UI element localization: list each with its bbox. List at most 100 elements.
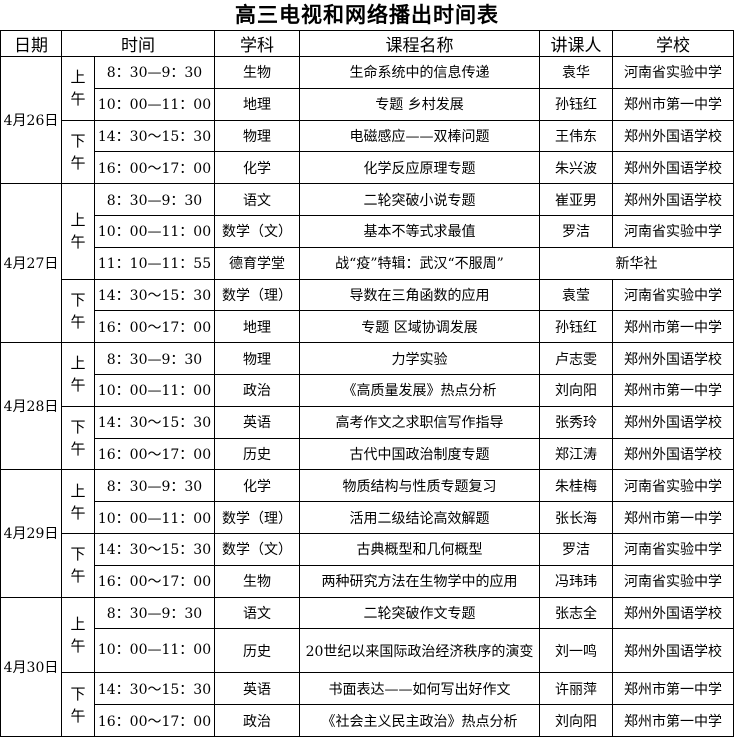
date-cell: 4月28日 xyxy=(0,342,62,471)
teacher-cell: 罗洁 xyxy=(539,214,613,248)
time-cell: 14：30～15：30 xyxy=(94,119,215,153)
course-cell: 古代中国政治制度专题 xyxy=(299,437,540,471)
course-cell: 20世纪以来国际政治经济秩序的演变 xyxy=(299,628,540,674)
period-label: 上午 xyxy=(70,354,86,395)
period-cell: 下午 xyxy=(61,405,95,471)
school-cell: 河南省实验中学 xyxy=(612,469,734,503)
teacher-cell: 郑江涛 xyxy=(539,437,613,471)
teacher-cell: 刘一鸣 xyxy=(539,628,613,674)
row: 下午 14：30～15：30 英语 书面表达——如何写出好作文 许丽萍 郑州市第一中学 xyxy=(1,672,734,737)
period-label: 上午 xyxy=(70,481,86,522)
time-cell: 14：30～15：30 xyxy=(94,672,215,706)
row: 4月30日 上午 8：30—9：30 语文 二轮突破作文专题 张志全 郑州外国语学校 xyxy=(0,596,734,737)
teacher-cell: 张长海 xyxy=(539,501,613,534)
teacher-cell: 孙钰红 xyxy=(539,310,613,344)
school-cell: 河南省实验中学 xyxy=(612,532,734,566)
course-cell: 化学反应原理专题 xyxy=(299,151,540,185)
period-label: 上午 xyxy=(70,211,86,252)
course-cell: 古典概型和几何概型 xyxy=(299,532,540,566)
subject-cell: 生物 xyxy=(214,564,300,598)
row: 10：00—11：00 地理 专题 乡村发展 孙钰红 郑州市第一中学 xyxy=(1,87,734,121)
subject-cell: 政治 xyxy=(214,704,300,737)
period-cell: 上午 xyxy=(61,469,95,534)
school-cell: 郑州外国语学校 xyxy=(612,119,734,153)
teacher-cell: 朱兴波 xyxy=(539,151,613,185)
school-cell: 郑州外国语学校 xyxy=(612,437,734,471)
row: 10：00—11：00 数学（文） 基本不等式求最值 罗洁 河南省实验中学 xyxy=(1,214,734,248)
subject-cell: 英语 xyxy=(214,405,300,439)
row: 4月28日 上午 8：30—9：30 物理 力学实验 卢志雯 郑州外国语学校 xyxy=(0,342,734,471)
row: 下午 14：30～15：30 数学（理） 导数在三角函数的应用 袁莹 河南省实验中学 xyxy=(1,278,734,344)
time-cell: 10：00—11：00 xyxy=(94,628,215,674)
teacher-cell: 张秀玲 xyxy=(539,405,613,439)
period-label: 上午 xyxy=(70,614,86,655)
header-cell: 讲课人 xyxy=(539,30,613,57)
schedule-table: 日期 时间 学科 课程名称 讲课人 学校 4月26日 上午 8：30—9：30 生物生… xyxy=(0,30,734,737)
course-cell: 基本不等式求最值 xyxy=(299,214,540,248)
period-label: 上午 xyxy=(70,68,86,109)
table-body: 4月26日 上午 8：30—9：30 生物 生命系统中的信息传递 袁华 河南省实验中学 10：… xyxy=(0,55,734,737)
period-cell: 上午 xyxy=(61,596,95,674)
course-cell: 物质结构与性质专题复习 xyxy=(299,469,540,503)
period-label: 下午 xyxy=(70,131,86,172)
teacher-cell: 冯玮玮 xyxy=(539,564,613,598)
subject-cell: 数学（理） xyxy=(214,278,300,312)
course-cell: 活用二级结论高效解题 xyxy=(299,501,540,534)
course-cell: 书面表达——如何写出好作文 xyxy=(299,672,540,706)
teacher-cell: 张志全 xyxy=(539,596,613,630)
course-cell: 二轮突破作文专题 xyxy=(299,596,540,630)
row: 10：00—11：00 数学（理） 活用二级结论高效解题 张长海 郑州市第一中学 xyxy=(1,501,734,534)
school-cell: 郑州外国语学校 xyxy=(612,342,734,375)
time-cell: 16：00～17：00 xyxy=(94,704,215,737)
date-cell: 4月26日 xyxy=(0,55,62,185)
time-cell: 8：30—9：30 xyxy=(94,596,215,630)
time-cell: 8：30—9：30 xyxy=(94,342,215,375)
time-cell: 14：30～15：30 xyxy=(94,532,215,566)
teacher-cell: 袁莹 xyxy=(539,278,613,312)
subject-cell: 化学 xyxy=(214,469,300,503)
course-cell: 二轮突破小说专题 xyxy=(299,183,540,216)
period-label: 下午 xyxy=(70,418,86,459)
course-cell: 电磁感应——双棒问题 xyxy=(299,119,540,153)
date-cell: 4月27日 xyxy=(0,183,62,344)
school-cell: 郑州外国语学校 xyxy=(612,151,734,185)
row: 4月26日 上午 8：30—9：30 生物 生命系统中的信息传递 袁华 河南省实验中学 xyxy=(0,55,734,185)
row: 下午 14：30～15：30 英语 高考作文之求职信写作指导 张秀玲 郑州外国语学校 xyxy=(1,405,734,471)
date-cell: 4月29日 xyxy=(0,469,62,598)
header-row: 日期 时间 学科 课程名称 讲课人 学校 xyxy=(0,30,734,57)
subject-cell: 地理 xyxy=(214,310,300,344)
time-cell: 8：30—9：30 xyxy=(94,183,215,216)
teacher-cell: 刘向阳 xyxy=(539,373,613,407)
school-cell: 郑州市第一中学 xyxy=(612,672,734,706)
subject-cell: 数学（理） xyxy=(214,501,300,534)
subject-cell: 语文 xyxy=(214,596,300,630)
teacher-cell: 罗洁 xyxy=(539,532,613,566)
school-cell: 郑州市第一中学 xyxy=(612,310,734,344)
time-cell: 16：00～17：00 xyxy=(94,564,215,598)
teacher-cell: 崔亚男 xyxy=(539,183,613,216)
title: 高三电视和网络播出时间表 xyxy=(235,2,499,27)
period-cell: 下午 xyxy=(61,278,95,344)
row: 16：00～17：00 历史 古代中国政治制度专题 郑江涛 郑州外国语学校 xyxy=(1,437,734,471)
period-cell: 上午 xyxy=(61,342,95,407)
course-cell: 高考作文之求职信写作指导 xyxy=(299,405,540,439)
source-cell: 新华社 xyxy=(539,246,734,280)
row: 10：00—11：00 历史 20世纪以来国际政治经济秩序的演变 刘一鸣 郑州外国语学校 xyxy=(1,628,734,674)
school-cell: 郑州外国语学校 xyxy=(612,183,734,216)
time-cell: 10：00—11：00 xyxy=(94,373,215,407)
table-header: 日期 时间 学科 课程名称 讲课人 学校 xyxy=(0,30,734,57)
period-label: 下午 xyxy=(70,545,86,586)
teacher-cell: 许丽萍 xyxy=(539,672,613,706)
course-cell: 专题 区域协调发展 xyxy=(299,310,540,344)
row: 下午 14：30～15：30 数学（文） 古典概型和几何概型 罗洁 河南省实验中学 xyxy=(1,532,734,598)
subject-cell: 数学（文） xyxy=(214,532,300,566)
subject-cell: 化学 xyxy=(214,151,300,185)
header-cell: 课程名称 xyxy=(299,30,540,57)
course-cell: 《高质量发展》热点分析 xyxy=(299,373,540,407)
subject-cell: 生物 xyxy=(214,56,300,89)
row: 4月27日 上午 8：30—9：30 语文 二轮突破小说专题 崔亚男 郑州外国语学校 xyxy=(0,183,734,344)
teacher-cell: 刘向阳 xyxy=(539,704,613,737)
school-cell: 郑州市第一中学 xyxy=(612,704,734,737)
course-cell: 两种研究方法在生物学中的应用 xyxy=(299,564,540,598)
